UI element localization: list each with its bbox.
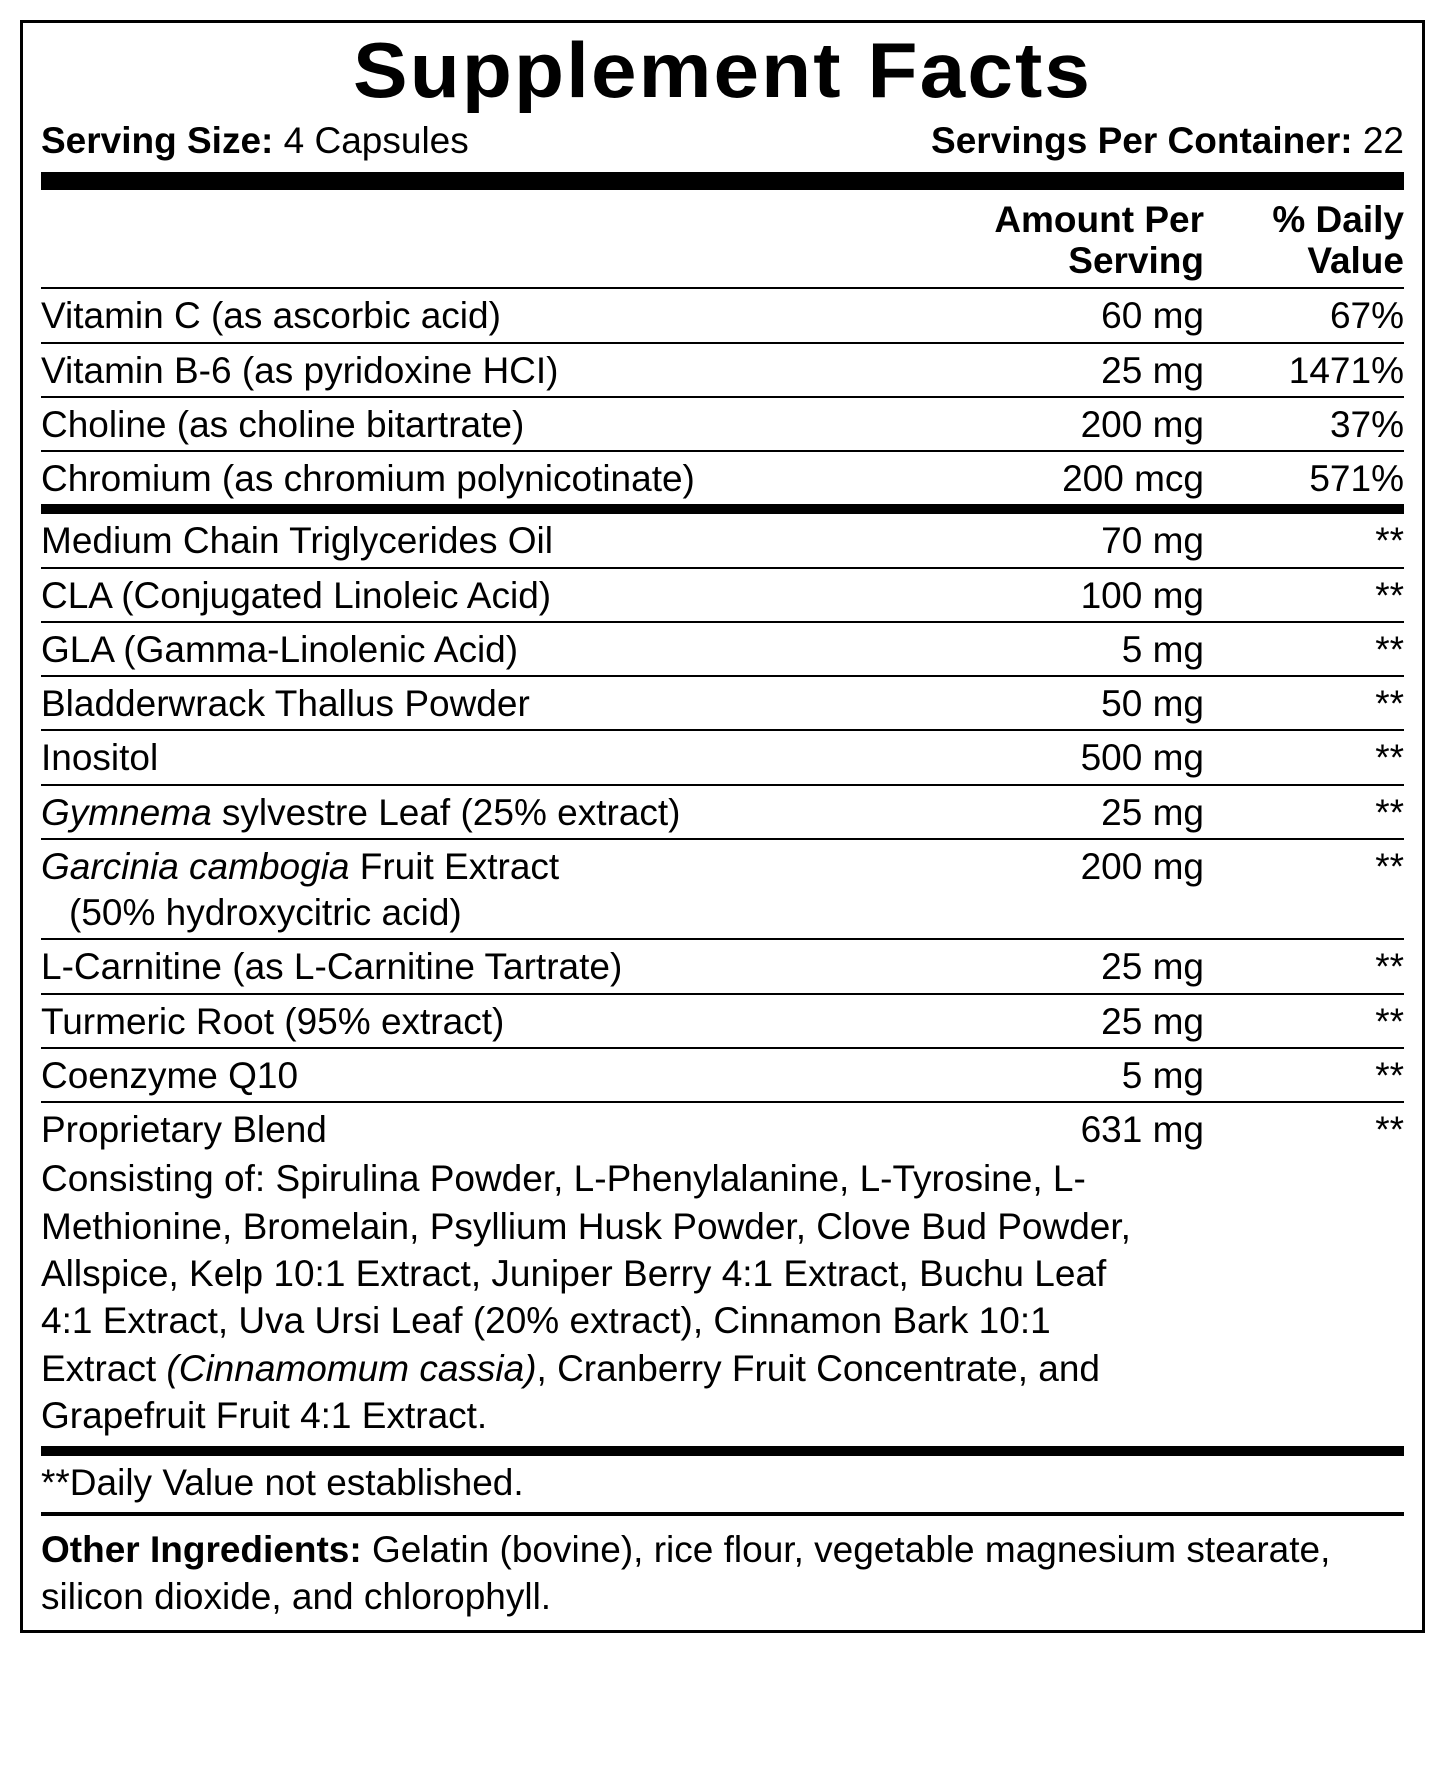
ingredient-amount: 25 mg xyxy=(884,999,1204,1045)
ingredient-italic: Gymnema xyxy=(41,792,212,833)
ingredient-dv: ** xyxy=(1204,999,1404,1045)
rule-medium xyxy=(41,1446,1404,1456)
ingredient-amount: 70 mg xyxy=(884,518,1204,564)
serving-size: Serving Size: 4 Capsules xyxy=(41,120,469,162)
ingredient-name: Choline (as choline bitartrate) xyxy=(41,402,884,448)
ingredient-name: Bladderwrack Thallus Powder xyxy=(41,681,884,727)
ingredient-dv: ** xyxy=(1204,844,1404,890)
ingredient-rest: sylvestre Leaf (25% extract) xyxy=(212,792,681,833)
ingredient-amount: 5 mg xyxy=(884,1053,1204,1099)
ingredient-amount: 25 mg xyxy=(884,348,1204,394)
ingredient-dv: ** xyxy=(1204,1053,1404,1099)
supplement-facts-panel: Supplement Facts Serving Size: 4 Capsule… xyxy=(20,20,1425,1633)
ingredient-name: Turmeric Root (95% extract) xyxy=(41,999,884,1045)
serving-line: Serving Size: 4 Capsules Servings Per Co… xyxy=(41,120,1404,162)
ingredient-italic: Garcinia cambogia xyxy=(41,846,349,887)
ingredient-rest: Fruit Extract xyxy=(349,846,559,887)
serving-size-value: 4 Capsules xyxy=(284,120,469,161)
ingredient-dv: 67% xyxy=(1204,293,1404,339)
table-row: Coenzyme Q10 5 mg ** xyxy=(41,1049,1404,1101)
table-row: Vitamin B-6 (as pyridoxine HCI) 25 mg 14… xyxy=(41,344,1404,396)
ingredient-dv: ** xyxy=(1204,790,1404,836)
blend-description: Consisting of: Spirulina Powder, L-Pheny… xyxy=(41,1155,1141,1445)
table-row: Inositol 500 mg ** xyxy=(41,731,1404,783)
table-row: Vitamin C (as ascorbic acid) 60 mg 67% xyxy=(41,289,1404,341)
ingredient-dv: ** xyxy=(1204,573,1404,619)
servings-per-container-label: Servings Per Container: xyxy=(931,120,1353,161)
ingredient-amount: 25 mg xyxy=(884,944,1204,990)
ingredient-name: Vitamin C (as ascorbic acid) xyxy=(41,293,884,339)
ingredient-name: Coenzyme Q10 xyxy=(41,1053,884,1099)
ingredient-name: Medium Chain Triglycerides Oil xyxy=(41,518,884,564)
ingredient-dv: ** xyxy=(1204,735,1404,781)
table-row: Bladderwrack Thallus Powder 50 mg ** xyxy=(41,677,1404,729)
header-amount: Amount Per Serving xyxy=(884,200,1204,281)
ingredient-amount: 100 mg xyxy=(884,573,1204,619)
ingredient-amount: 631 mg xyxy=(884,1107,1204,1153)
table-row: CLA (Conjugated Linoleic Acid) 100 mg ** xyxy=(41,569,1404,621)
ingredient-name: Garcinia cambogia Fruit Extract (50% hyd… xyxy=(41,844,884,937)
ingredient-dv: 37% xyxy=(1204,402,1404,448)
ingredient-dv: ** xyxy=(1204,1107,1404,1153)
rule-medium xyxy=(41,504,1404,514)
other-ingredients: Other Ingredients: Gelatin (bovine), ric… xyxy=(41,1516,1404,1621)
ingredient-amount: 200 mcg xyxy=(884,456,1204,502)
ingredient-name: Gymnema sylvestre Leaf (25% extract) xyxy=(41,790,884,836)
ingredient-name: Proprietary Blend xyxy=(41,1107,884,1153)
table-row: Gymnema sylvestre Leaf (25% extract) 25 … xyxy=(41,786,1404,838)
servings-per-container: Servings Per Container: 22 xyxy=(931,120,1404,162)
blend-desc-italic: (Cinnamomum cassia) xyxy=(166,1348,536,1389)
table-row: Choline (as choline bitartrate) 200 mg 3… xyxy=(41,398,1404,450)
ingredient-dv: 1471% xyxy=(1204,348,1404,394)
ingredient-amount: 60 mg xyxy=(884,293,1204,339)
ingredient-name: Inositol xyxy=(41,735,884,781)
ingredient-dv: 571% xyxy=(1204,456,1404,502)
ingredient-dv: ** xyxy=(1204,627,1404,673)
table-row: Turmeric Root (95% extract) 25 mg ** xyxy=(41,995,1404,1047)
ingredient-amount: 200 mg xyxy=(884,402,1204,448)
other-ingredients-label: Other Ingredients: xyxy=(41,1529,372,1570)
serving-size-label: Serving Size: xyxy=(41,120,273,161)
ingredient-name: L-Carnitine (as L-Carnitine Tartrate) xyxy=(41,944,884,990)
column-headers: Amount Per Serving % Daily Value xyxy=(41,190,1404,287)
panel-title: Supplement Facts xyxy=(7,25,1438,116)
ingredient-dv: ** xyxy=(1204,944,1404,990)
ingredient-amount: 200 mg xyxy=(884,844,1204,890)
table-row: Chromium (as chromium polynicotinate) 20… xyxy=(41,452,1404,504)
ingredient-sub: (50% hydroxycitric acid) xyxy=(41,892,462,933)
ingredient-dv: ** xyxy=(1204,681,1404,727)
ingredient-name: Chromium (as chromium polynicotinate) xyxy=(41,456,884,502)
ingredient-amount: 25 mg xyxy=(884,790,1204,836)
rule-thick xyxy=(41,172,1404,190)
table-row: Medium Chain Triglycerides Oil 70 mg ** xyxy=(41,514,1404,566)
table-row: L-Carnitine (as L-Carnitine Tartrate) 25… xyxy=(41,940,1404,992)
ingredient-name: GLA (Gamma-Linolenic Acid) xyxy=(41,627,884,673)
ingredient-name: Vitamin B-6 (as pyridoxine HCI) xyxy=(41,348,884,394)
table-row: Proprietary Blend 631 mg ** xyxy=(41,1103,1404,1155)
ingredient-amount: 50 mg xyxy=(884,681,1204,727)
ingredient-name: CLA (Conjugated Linoleic Acid) xyxy=(41,573,884,619)
header-dv: % Daily Value xyxy=(1204,200,1404,281)
servings-per-container-value: 22 xyxy=(1363,120,1404,161)
ingredient-amount: 500 mg xyxy=(884,735,1204,781)
table-row: GLA (Gamma-Linolenic Acid) 5 mg ** xyxy=(41,623,1404,675)
ingredient-amount: 5 mg xyxy=(884,627,1204,673)
table-row: Garcinia cambogia Fruit Extract (50% hyd… xyxy=(41,840,1404,939)
dv-footnote: **Daily Value not established. xyxy=(41,1456,1404,1512)
ingredient-dv: ** xyxy=(1204,518,1404,564)
